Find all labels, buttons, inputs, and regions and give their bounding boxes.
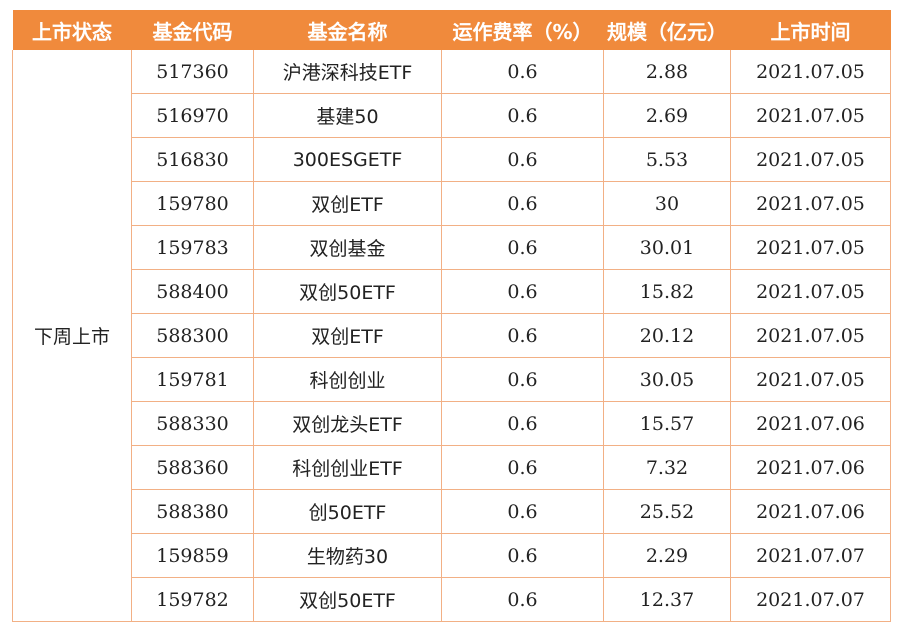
listing-date-cell: 2021.07.05 [730, 137, 891, 182]
scale-cell: 15.57 [603, 401, 731, 446]
fee-rate-cell: 0.6 [441, 181, 604, 226]
listing-date-cell: 2021.07.05 [730, 93, 891, 138]
fee-rate-cell: 0.6 [441, 577, 604, 622]
scale-cell: 2.29 [603, 533, 731, 578]
fund-code-cell: 588380 [131, 489, 254, 534]
table-row: 588380 创50ETF 0.6 25.52 2021.07.06 [13, 489, 891, 534]
listing-date-cell: 2021.07.06 [730, 489, 891, 534]
listing-date-cell: 2021.07.05 [730, 225, 891, 270]
fee-rate-cell: 0.6 [441, 445, 604, 490]
table-row: 159780 双创ETF 0.6 30 2021.07.05 [13, 181, 891, 226]
fund-name-cell: 创50ETF [253, 489, 442, 534]
header-row: 上市状态 基金代码 基金名称 运作费率（%） 规模（亿元） 上市时间 [12, 10, 891, 50]
table-row: 588400 双创50ETF 0.6 15.82 2021.07.05 [13, 269, 891, 314]
fund-name-cell: 双创ETF [253, 313, 442, 358]
status-cell: 下周上市 [12, 50, 132, 622]
table-row: 159782 双创50ETF 0.6 12.37 2021.07.07 [13, 577, 891, 622]
fund-name-cell: 双创ETF [253, 181, 442, 226]
table-row: 下周上市 517360 沪港深科技ETF 0.6 2.88 2021.07.05 [12, 50, 891, 622]
listing-date-cell: 2021.07.07 [730, 533, 891, 578]
header-fee: 运作费率（%） [441, 10, 604, 50]
listing-date-cell: 2021.07.05 [730, 313, 891, 358]
scale-cell: 15.82 [603, 269, 731, 314]
header-status: 上市状态 [12, 10, 132, 50]
fund-code-cell: 159781 [131, 357, 254, 402]
table-row: 516830 300ESGETF 0.6 5.53 2021.07.05 [13, 137, 891, 182]
header-scale: 规模（亿元） [603, 10, 731, 50]
header-name: 基金名称 [253, 10, 442, 50]
fund-name-cell: 科创创业ETF [253, 445, 442, 490]
fund-name-cell: 双创龙头ETF [253, 401, 442, 446]
fund-name-cell: 科创创业 [253, 357, 442, 402]
fund-code-cell: 159780 [131, 181, 254, 226]
fund-name-cell: 生物药30 [253, 533, 442, 578]
table-row: 588300 双创ETF 0.6 20.12 2021.07.05 [13, 313, 891, 358]
fee-rate-cell: 0.6 [441, 401, 604, 446]
table-row: 159781 科创创业 0.6 30.05 2021.07.05 [13, 357, 891, 402]
table-row: 588360 科创创业ETF 0.6 7.32 2021.07.06 [13, 445, 891, 490]
table-row: 588330 双创龙头ETF 0.6 15.57 2021.07.06 [13, 401, 891, 446]
fund-name-cell: 300ESGETF [253, 137, 442, 182]
fee-rate-cell: 0.6 [441, 489, 604, 534]
fee-rate-cell: 0.6 [441, 93, 604, 138]
scale-cell: 12.37 [603, 577, 731, 622]
listing-date-cell: 2021.07.07 [730, 577, 891, 622]
fund-name-cell: 沪港深科技ETF [253, 50, 442, 94]
table-body: 下周上市 517360 沪港深科技ETF 0.6 2.88 2021.07.05 51697… [12, 50, 891, 622]
fee-rate-cell: 0.6 [441, 137, 604, 182]
scale-cell: 25.52 [603, 489, 731, 534]
scale-cell: 5.53 [603, 137, 731, 182]
scale-cell: 2.88 [603, 50, 731, 94]
listing-date-cell: 2021.07.05 [730, 269, 891, 314]
listing-date-cell: 2021.07.05 [730, 50, 891, 94]
table-header: 上市状态 基金代码 基金名称 运作费率（%） 规模（亿元） 上市时间 [12, 10, 891, 50]
header-date: 上市时间 [730, 10, 891, 50]
fund-code-cell: 516830 [131, 137, 254, 182]
fee-rate-cell: 0.6 [441, 225, 604, 270]
fund-code-cell: 588400 [131, 269, 254, 314]
fund-name-cell: 双创50ETF [253, 577, 442, 622]
fund-name-cell: 双创基金 [253, 225, 442, 270]
scale-cell: 2.69 [603, 93, 731, 138]
fund-code-cell: 159859 [131, 533, 254, 578]
fund-name-cell: 双创50ETF [253, 269, 442, 314]
header-code: 基金代码 [131, 10, 254, 50]
listing-date-cell: 2021.07.05 [730, 357, 891, 402]
fund-code-cell: 588360 [131, 445, 254, 490]
fund-code-cell: 517360 [131, 50, 254, 94]
fee-rate-cell: 0.6 [441, 50, 604, 94]
scale-cell: 7.32 [603, 445, 731, 490]
listing-date-cell: 2021.07.06 [730, 445, 891, 490]
fund-code-cell: 588300 [131, 313, 254, 358]
table-row: 516970 基建50 0.6 2.69 2021.07.05 [13, 93, 891, 138]
fee-rate-cell: 0.6 [441, 313, 604, 358]
fee-rate-cell: 0.6 [441, 269, 604, 314]
fund-code-cell: 516970 [131, 93, 254, 138]
fund-code-cell: 159782 [131, 577, 254, 622]
fund-code-cell: 588330 [131, 401, 254, 446]
fee-rate-cell: 0.6 [441, 533, 604, 578]
fund-listing-table: 上市状态 基金代码 基金名称 运作费率（%） 规模（亿元） 上市时间 下周上市 5… [12, 10, 891, 622]
table-row: 159783 双创基金 0.6 30.01 2021.07.05 [13, 225, 891, 270]
scale-cell: 30.01 [603, 225, 731, 270]
fund-code-cell: 159783 [131, 225, 254, 270]
listing-date-cell: 2021.07.06 [730, 401, 891, 446]
fund-name-cell: 基建50 [253, 93, 442, 138]
fee-rate-cell: 0.6 [441, 357, 604, 402]
scale-cell: 30 [603, 181, 731, 226]
scale-cell: 30.05 [603, 357, 731, 402]
table-row: 159859 生物药30 0.6 2.29 2021.07.07 [13, 533, 891, 578]
listing-date-cell: 2021.07.05 [730, 181, 891, 226]
scale-cell: 20.12 [603, 313, 731, 358]
